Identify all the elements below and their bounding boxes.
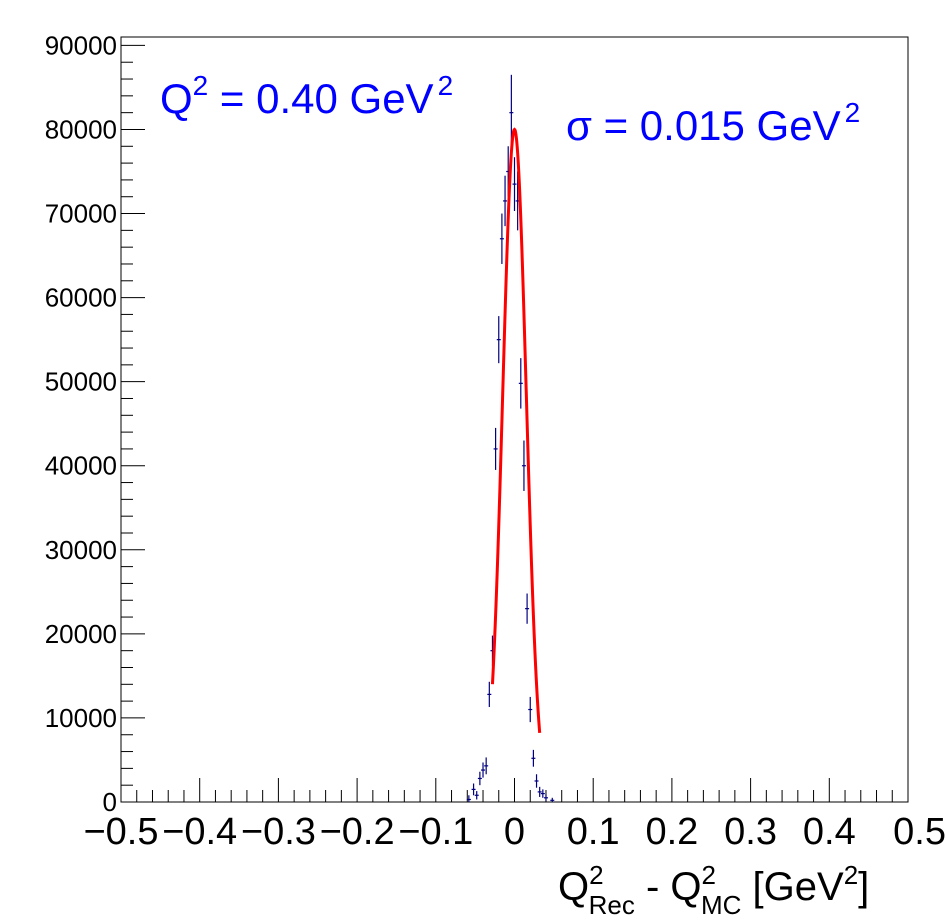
y-tick-label: 30000 [45, 535, 117, 565]
x-axis-title: Q2 Rec - Q2 MC [GeV2] [558, 860, 869, 920]
y-tick-label: 90000 [45, 30, 117, 60]
q2-superscript: 2 [193, 70, 209, 101]
y-tick-label: 0 [103, 787, 117, 817]
data-point [474, 791, 479, 800]
x-title-sub-rec: Rec [589, 890, 635, 920]
q2-unit-superscript: 2 [438, 70, 454, 101]
data-point [466, 795, 471, 802]
x-title-sup-mc: 2 [702, 860, 716, 890]
x-tick-label: 0.4 [803, 811, 856, 853]
y-tick-label: 20000 [45, 619, 117, 649]
x-tick-label: −0.3 [241, 811, 316, 853]
data-point [493, 427, 498, 470]
x-title-sup-rec: 2 [589, 860, 603, 890]
x-tick-label: 0 [504, 811, 525, 853]
q2-annotation: Q2 = 0.40 GeV 2 [160, 70, 453, 122]
x-tick-label: −0.2 [320, 811, 395, 853]
data-points [466, 74, 555, 802]
data-point [534, 774, 539, 788]
x-tick-label: −0.1 [398, 811, 473, 853]
data-point [487, 681, 492, 708]
x-title-unit-open: [GeV [741, 865, 844, 909]
y-tick-label: 60000 [45, 283, 117, 313]
y-tick-label: 70000 [45, 199, 117, 229]
q2-value: = 0.40 GeV [208, 75, 433, 122]
q2-letter: Q [160, 75, 193, 122]
y-tick-label: 10000 [45, 703, 117, 733]
gaussian-fit-curve [490, 127, 542, 734]
y-tick-labels: 0 10000 20000 30000 40000 50000 60000 70000 8000… [45, 30, 117, 817]
sigma-unit-superscript: 2 [845, 97, 861, 128]
data-point [512, 157, 517, 212]
data-point [543, 794, 548, 802]
sigma-annotation: σ = 0.015 GeV 2 [566, 97, 860, 149]
data-point [471, 783, 476, 796]
data-point [525, 593, 530, 624]
x-title-q: Q [558, 865, 589, 909]
sigma-value: σ = 0.015 GeV [566, 102, 841, 149]
data-point [540, 789, 545, 798]
data-point [499, 213, 504, 264]
x-tick-label: 0.2 [645, 811, 698, 853]
data-point [528, 696, 533, 723]
data-point [521, 440, 526, 491]
x-title-sub-mc: MC [701, 890, 741, 920]
data-point [550, 797, 555, 802]
x-title-mid: - Q [635, 865, 702, 909]
data-point [481, 762, 486, 778]
data-point [477, 771, 482, 786]
x-tick-label: 0.1 [567, 811, 620, 853]
x-tick-label: 0.3 [724, 811, 777, 853]
data-point [531, 749, 536, 767]
data-point [484, 757, 489, 775]
data-point [518, 358, 523, 409]
x-title-unit-sup: 2 [844, 860, 858, 890]
y-tick-label: 40000 [45, 451, 117, 481]
x-tick-labels: −0.5 −0.4 −0.3 −0.2 −0.1 0 0.1 0.2 0.3 0.4 0.5 [83, 811, 946, 853]
data-point [503, 175, 508, 227]
data-point [537, 786, 542, 797]
y-tick-label: 80000 [45, 114, 117, 144]
x-tick-label: −0.4 [162, 811, 237, 853]
x-title-unit-close: ] [858, 865, 869, 909]
x-tick-label: −0.5 [83, 811, 158, 853]
y-tick-label: 50000 [45, 367, 117, 397]
x-tick-label: 0.5 [893, 811, 946, 853]
data-point [496, 316, 501, 364]
tick-marks [120, 44, 909, 803]
